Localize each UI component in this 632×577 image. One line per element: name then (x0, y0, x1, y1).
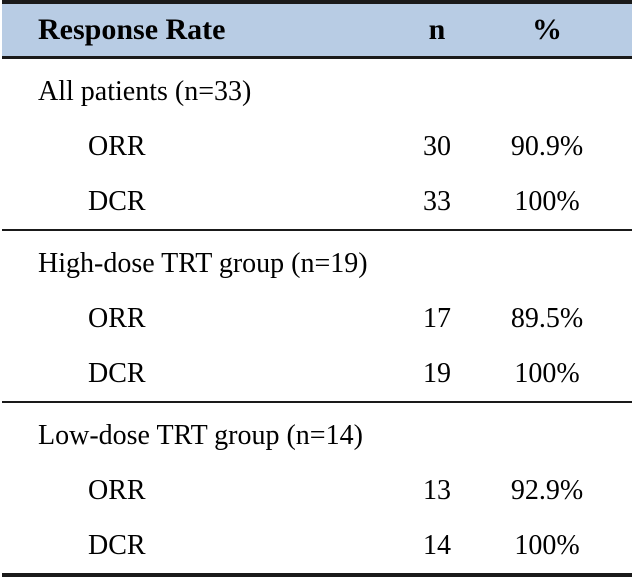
row-percent-value: 100% (514, 357, 580, 389)
section-title: Low-dose TRT group (n=14) (38, 420, 363, 451)
row-label: ORR (88, 302, 146, 334)
section-low-dose: Low-dose TRT group (n=14) ORR 13 92.9% D… (2, 403, 632, 577)
row-label: ORR (88, 474, 146, 506)
column-header-n: n (428, 13, 446, 46)
row-percent-value: 89.5% (510, 302, 584, 334)
section-title-row: All patients (n=33) (2, 65, 632, 119)
row-percent-value: 92.9% (510, 474, 584, 506)
table-row: DCR 19 100% (2, 346, 632, 401)
row-label: ORR (88, 130, 146, 162)
row-percent-value: 100% (514, 529, 580, 561)
section-high-dose: High-dose TRT group (n=19) ORR 17 89.5% … (2, 231, 632, 403)
row-percent-value: 100% (514, 185, 580, 217)
table-row: ORR 30 90.9% (2, 119, 632, 174)
row-label: DCR (88, 357, 146, 389)
column-header-response-rate: Response Rate (38, 13, 226, 46)
row-label: DCR (88, 529, 146, 561)
section-title: High-dose TRT group (n=19) (38, 248, 368, 279)
column-header-percent: % (532, 13, 562, 46)
section-title: All patients (n=33) (38, 76, 252, 107)
row-n-value: 30 (423, 130, 451, 162)
row-label: DCR (88, 185, 146, 217)
row-n-value: 13 (423, 474, 451, 506)
row-n-value: 17 (423, 302, 451, 334)
section-all-patients: All patients (n=33) ORR 30 90.9% DCR 33 … (2, 59, 632, 231)
table-header-row: Response Rate n % (2, 0, 632, 59)
table-row: DCR 14 100% (2, 518, 632, 573)
row-percent-value: 90.9% (510, 130, 584, 162)
section-title-row: Low-dose TRT group (n=14) (2, 409, 632, 463)
row-n-value: 19 (423, 357, 451, 389)
table-row: DCR 33 100% (2, 174, 632, 229)
row-n-value: 14 (423, 529, 451, 561)
section-title-row: High-dose TRT group (n=19) (2, 237, 632, 291)
table-row: ORR 17 89.5% (2, 291, 632, 346)
row-n-value: 33 (423, 185, 451, 217)
table-row: ORR 13 92.9% (2, 463, 632, 518)
